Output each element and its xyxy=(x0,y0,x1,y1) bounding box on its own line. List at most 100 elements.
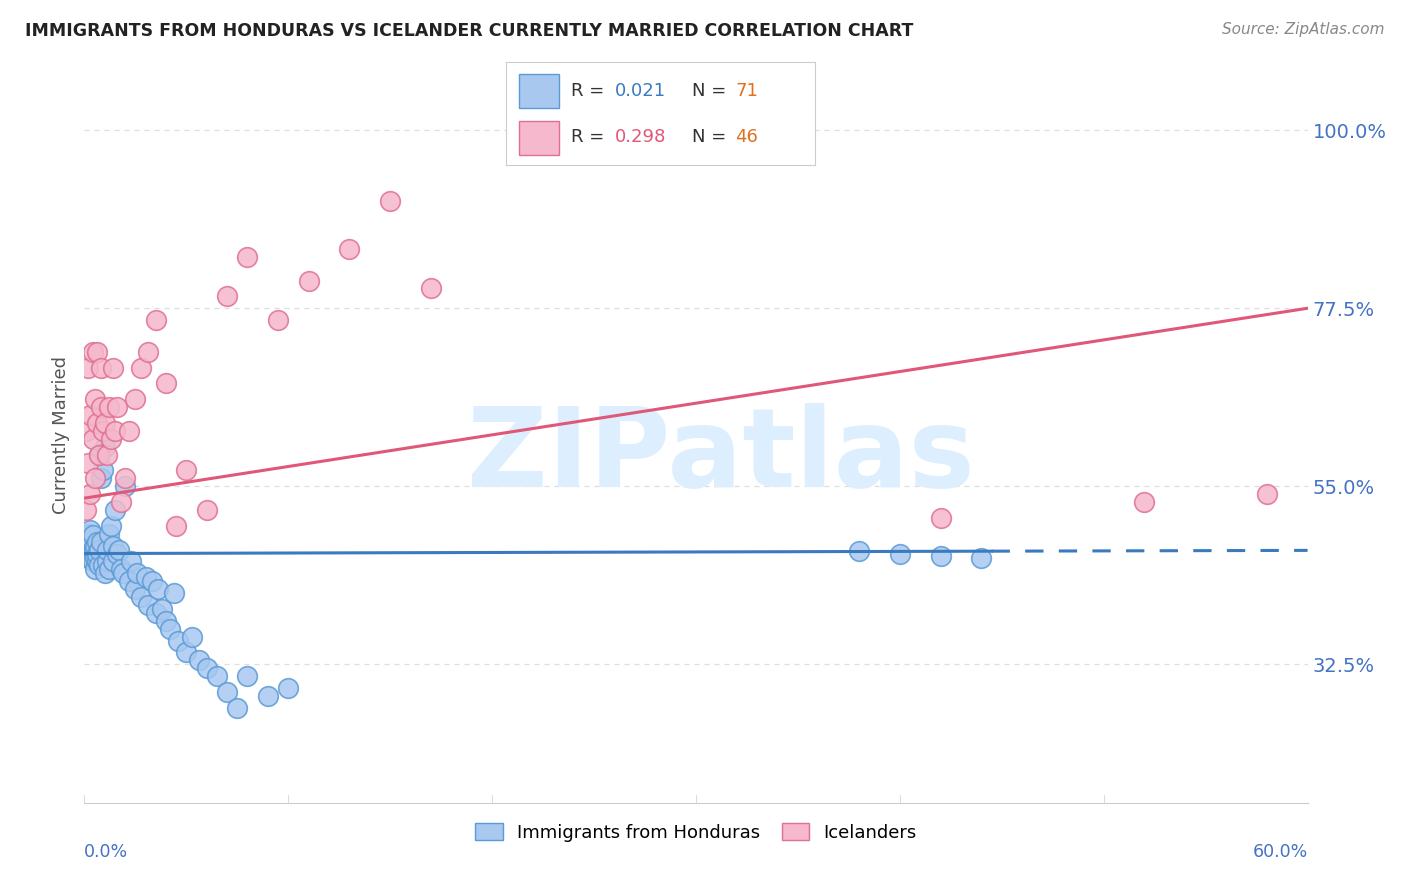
Point xyxy=(1133,495,1156,509)
Point xyxy=(86,416,108,430)
Point xyxy=(105,547,128,561)
Point xyxy=(97,400,120,414)
Point xyxy=(97,526,120,541)
Point xyxy=(114,479,136,493)
Point xyxy=(257,689,280,703)
Point xyxy=(155,376,177,391)
Point xyxy=(82,432,104,446)
Point xyxy=(75,503,97,517)
Point xyxy=(135,570,157,584)
Point xyxy=(77,360,100,375)
Point xyxy=(83,392,105,407)
Point xyxy=(120,554,142,568)
Point xyxy=(77,456,100,470)
Point xyxy=(236,250,259,264)
Point xyxy=(195,661,218,675)
Text: ZIPatlas: ZIPatlas xyxy=(467,403,974,510)
Text: 0.0%: 0.0% xyxy=(84,843,128,862)
Point xyxy=(77,539,100,553)
Legend: Immigrants from Honduras, Icelanders: Immigrants from Honduras, Icelanders xyxy=(468,815,924,849)
Point xyxy=(226,701,249,715)
Point xyxy=(136,344,159,359)
Point xyxy=(82,344,104,359)
Point xyxy=(104,503,127,517)
Point xyxy=(96,542,118,557)
Point xyxy=(101,554,124,568)
Point xyxy=(90,534,112,549)
Point xyxy=(96,448,118,462)
Point xyxy=(101,539,124,553)
Point xyxy=(929,549,952,563)
Point xyxy=(90,400,112,414)
Point xyxy=(83,539,105,553)
Point xyxy=(87,448,110,462)
Point xyxy=(118,574,141,589)
Text: 71: 71 xyxy=(735,82,758,100)
Point xyxy=(79,549,101,563)
Point xyxy=(929,511,952,525)
Point xyxy=(127,566,149,581)
Point xyxy=(112,566,135,581)
Point xyxy=(267,313,290,327)
FancyBboxPatch shape xyxy=(519,121,558,155)
Point xyxy=(96,554,118,568)
Point xyxy=(90,360,112,375)
Text: IMMIGRANTS FROM HONDURAS VS ICELANDER CURRENTLY MARRIED CORRELATION CHART: IMMIGRANTS FROM HONDURAS VS ICELANDER CU… xyxy=(25,22,914,40)
Point xyxy=(108,542,131,557)
Point xyxy=(93,416,115,430)
Point xyxy=(236,669,259,683)
Point xyxy=(110,495,132,509)
Point xyxy=(79,523,101,537)
Point xyxy=(163,586,186,600)
Point xyxy=(79,552,101,566)
Point xyxy=(124,582,146,596)
Point xyxy=(131,360,153,375)
Point xyxy=(91,424,114,438)
Point xyxy=(82,542,104,557)
Point xyxy=(420,281,443,295)
Point xyxy=(110,562,132,576)
Point xyxy=(100,519,122,533)
Point xyxy=(131,590,153,604)
Point xyxy=(187,653,209,667)
Point xyxy=(970,550,993,565)
Point xyxy=(1256,487,1278,501)
Point xyxy=(159,622,181,636)
Point xyxy=(82,554,104,568)
Text: R =: R = xyxy=(571,128,605,145)
Point xyxy=(90,471,112,485)
Point xyxy=(75,424,97,438)
Point xyxy=(87,448,110,462)
Point xyxy=(100,432,122,446)
Point xyxy=(77,526,100,541)
Point xyxy=(848,544,870,558)
Text: N =: N = xyxy=(692,82,725,100)
Point xyxy=(339,242,361,256)
Point xyxy=(87,542,110,557)
Point xyxy=(277,681,299,695)
Point xyxy=(93,566,115,581)
Point xyxy=(93,440,115,454)
Point xyxy=(75,534,97,549)
Point xyxy=(217,685,239,699)
Point xyxy=(79,536,101,550)
Point xyxy=(174,645,197,659)
Point xyxy=(124,392,146,407)
Text: 60.0%: 60.0% xyxy=(1253,843,1308,862)
Point xyxy=(165,519,187,533)
Point xyxy=(145,313,167,327)
Point xyxy=(83,541,105,555)
Point xyxy=(86,534,108,549)
Point xyxy=(97,562,120,576)
Point xyxy=(91,463,114,477)
Point xyxy=(167,633,190,648)
Point xyxy=(195,503,218,517)
Point xyxy=(380,194,402,209)
Point xyxy=(86,554,108,568)
Point xyxy=(298,274,321,288)
Text: 0.298: 0.298 xyxy=(614,128,666,145)
Point xyxy=(91,558,114,573)
Point xyxy=(174,463,197,477)
Point xyxy=(181,630,204,644)
Point xyxy=(145,606,167,620)
